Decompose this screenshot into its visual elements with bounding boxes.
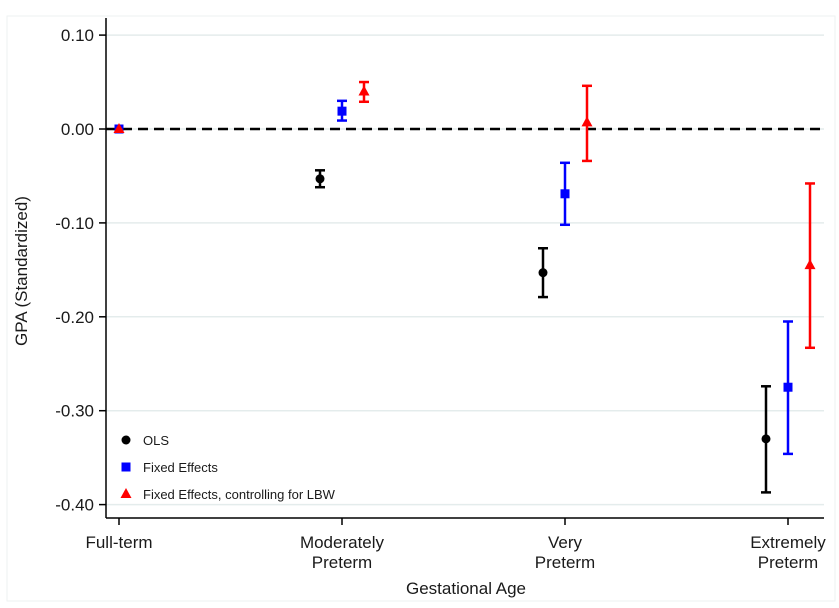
point-marker-square	[560, 189, 570, 199]
series-layer	[113, 80, 816, 494]
point-marker-circle	[761, 434, 771, 444]
x-tick-label-line: Preterm	[758, 553, 818, 572]
x-tick-label-line: Very	[548, 533, 583, 552]
y-tick-label: 0.10	[61, 26, 94, 45]
legend-label: Fixed Effects, controlling for LBW	[143, 487, 336, 502]
series-triangle	[113, 80, 816, 350]
point-marker-triangle	[113, 123, 125, 133]
legend-label: OLS	[143, 433, 169, 448]
y-tick-label: -0.10	[55, 214, 94, 233]
y-tick-label: 0.00	[61, 120, 94, 139]
x-tick-label-line: Moderately	[300, 533, 385, 552]
x-axis-title: Gestational Age	[406, 579, 526, 598]
point-marker-square	[783, 382, 793, 392]
x-tick-label-line: Full-term	[85, 533, 152, 552]
point-marker-triangle	[804, 259, 816, 270]
point-marker-square	[337, 106, 347, 116]
axis-layer: 0.10 0.00 -0.10 -0.20 -0.30 -0.40 Full-term Mod…	[55, 18, 826, 572]
x-tick-label: Very Preterm	[535, 533, 595, 572]
y-tick-label: -0.30	[55, 402, 94, 421]
point-marker-triangle	[120, 488, 132, 498]
y-tick-label: -0.20	[55, 308, 94, 327]
point-marker-triangle	[358, 85, 370, 96]
legend: OLS Fixed Effects Fixed Effects, controlli…	[120, 433, 336, 502]
point-marker-circle	[121, 435, 131, 445]
x-tick-label: Extremely Preterm	[750, 533, 826, 572]
x-tick-label: Moderately Preterm	[300, 533, 385, 572]
point-marker-circle	[538, 268, 548, 278]
x-tick-label-line: Preterm	[535, 553, 595, 572]
point-marker-square	[121, 462, 131, 472]
x-tick-label-line: Preterm	[312, 553, 372, 572]
y-tick-label: -0.40	[55, 496, 94, 515]
point-marker-circle	[315, 174, 325, 184]
legend-label: Fixed Effects	[143, 460, 218, 475]
x-tick-label-line: Extremely	[750, 533, 826, 552]
chart-frame	[6, 15, 836, 602]
point-marker-triangle	[581, 116, 593, 127]
y-axis-title: GPA (Standardized)	[12, 196, 31, 346]
x-tick-label: Full-term	[85, 533, 152, 552]
series-circle	[315, 169, 771, 494]
